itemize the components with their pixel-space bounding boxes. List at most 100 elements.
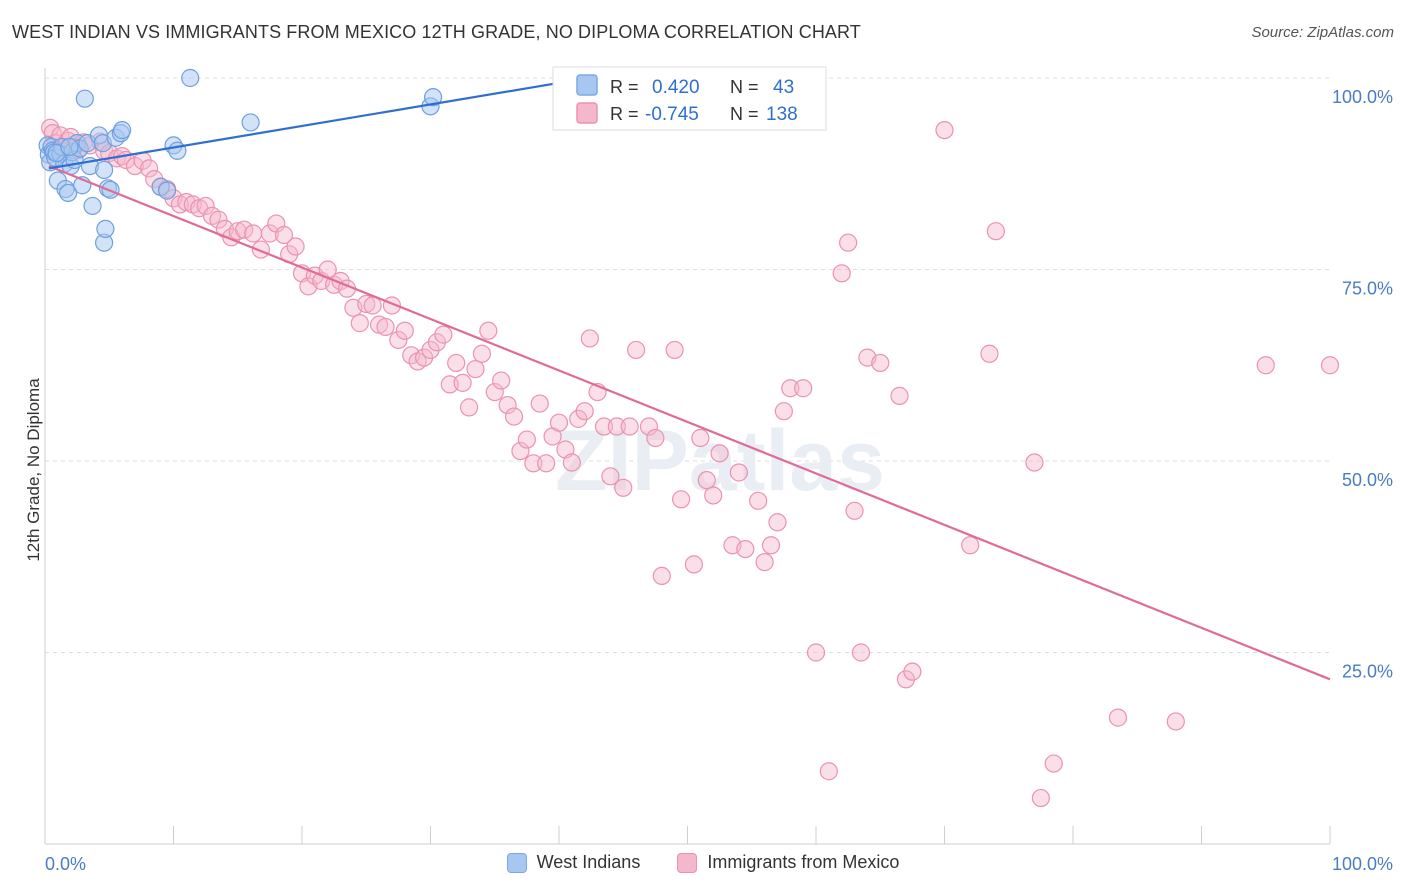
data-point-mexico	[376, 317, 395, 337]
data-point-mexico	[549, 413, 569, 432]
data-point-mexico	[768, 513, 787, 532]
data-point-mexico	[794, 379, 813, 398]
data-point-mexico	[1320, 356, 1340, 375]
legend-west-indians-n-value: 43	[773, 77, 794, 98]
data-point-mexico	[980, 344, 999, 363]
data-point-mexico	[1256, 356, 1275, 375]
data-point-mexico	[614, 478, 633, 497]
data-point-mexico	[594, 417, 614, 436]
data-point-mexico	[646, 428, 665, 448]
data-point-mexico	[986, 222, 1006, 241]
source-credit: Source: ZipAtlas.com	[1251, 24, 1394, 41]
data-point-mexico	[697, 471, 716, 490]
legend-top-box	[552, 66, 827, 131]
data-point-mexico	[832, 264, 851, 283]
tick-labels: 25.0% 50.0% 75.0% 100.0% 0.0% 100.0%	[45, 87, 1393, 874]
data-point-mexico	[774, 402, 793, 421]
data-point-mexico	[453, 373, 472, 392]
data-point-mexico	[761, 536, 781, 555]
data-point-mexico	[479, 321, 498, 340]
data-point-mexico	[684, 555, 704, 574]
x-tick-label: 100.0%	[1332, 854, 1393, 874]
data-point-mexico	[961, 536, 980, 555]
data-point-mexico	[530, 394, 549, 413]
data-point-mexico	[704, 486, 723, 505]
data-point-mexico	[395, 321, 414, 340]
data-point-mexico	[819, 762, 838, 781]
data-point-mexico	[1166, 712, 1185, 731]
data-point-mexico	[890, 386, 909, 405]
data-point-mexico	[389, 330, 408, 350]
data-point-mexico	[935, 120, 954, 140]
data-point-mexico	[139, 159, 159, 178]
data-point-west-indians	[60, 137, 79, 157]
data-point-mexico	[363, 296, 382, 315]
data-point-mexico	[235, 220, 254, 239]
legend-west-indians-r-value: 0.420	[652, 77, 700, 98]
data-point-mexico	[537, 454, 556, 473]
axes	[44, 68, 1331, 845]
data-point-mexico	[755, 553, 774, 572]
y-tick-label: 25.0%	[1342, 662, 1393, 682]
series-mexico-points	[41, 68, 1340, 808]
legend-mexico-swatch	[576, 102, 598, 124]
trend-lines	[48, 80, 1331, 681]
data-point-mexico	[710, 444, 729, 463]
data-point-mexico	[626, 340, 646, 360]
data-point-west-indians	[75, 89, 94, 108]
data-point-mexico	[607, 417, 626, 436]
data-point-mexico	[447, 353, 466, 373]
legend-mexico-r-value: -0.745	[645, 104, 699, 125]
data-point-mexico	[498, 395, 517, 415]
legend-swatch-mexico	[677, 852, 698, 873]
legend-item-west-indians: West Indians	[506, 852, 640, 873]
data-point-mexico	[1025, 453, 1044, 472]
data-point-mexico	[691, 428, 710, 448]
y-tick-label: 100.0%	[1332, 87, 1393, 107]
legend-item-mexico: Immigrants from Mexico	[677, 852, 899, 873]
legend-top: R = 0.420 N = 43 R = -0.745 N = 138	[552, 66, 827, 131]
data-point-mexico	[1044, 754, 1063, 773]
data-point-mexico	[350, 314, 369, 333]
data-point-mexico	[851, 643, 871, 662]
data-point-mexico	[517, 430, 536, 449]
data-point-mexico	[575, 402, 594, 421]
data-point-mexico	[260, 224, 279, 243]
data-point-mexico	[472, 344, 491, 363]
trend-line-west-indians	[48, 80, 566, 170]
data-point-mexico	[244, 224, 263, 243]
data-point-mexico	[459, 398, 479, 417]
trend-line-mexico	[48, 165, 1331, 681]
legend-mexico-n-value: 138	[766, 104, 798, 125]
data-point-west-indians	[59, 183, 78, 202]
data-point-west-indians	[83, 196, 102, 216]
data-point-mexico	[871, 353, 890, 373]
legend-bottom: West Indians Immigrants from Mexico	[0, 852, 1406, 878]
data-point-mexico	[580, 329, 599, 348]
data-point-mexico	[209, 210, 228, 229]
legend-mexico-r-label: R =	[610, 104, 639, 124]
data-point-west-indians	[181, 68, 200, 88]
data-point-mexico	[357, 294, 376, 314]
x-tick-label: 0.0%	[45, 854, 86, 874]
data-point-mexico	[652, 566, 671, 586]
data-point-mexico	[729, 463, 749, 482]
legend-west-indians-n-label: N =	[730, 77, 759, 97]
data-point-mexico	[504, 407, 524, 426]
data-point-mexico	[839, 233, 858, 252]
data-point-mexico	[485, 382, 504, 402]
data-point-mexico	[228, 222, 247, 241]
data-point-mexico	[601, 467, 620, 486]
data-point-mexico	[671, 490, 691, 509]
data-point-mexico	[620, 417, 639, 436]
data-point-west-indians	[157, 181, 177, 200]
data-point-mexico	[665, 340, 684, 360]
data-point-west-indians	[112, 120, 132, 140]
data-point-mexico	[562, 453, 581, 472]
data-point-mexico	[903, 662, 922, 681]
data-point-mexico	[466, 359, 485, 379]
chart-title: WEST INDIAN VS IMMIGRANTS FROM MEXICO 12…	[12, 22, 861, 42]
data-point-mexico	[1031, 788, 1050, 808]
data-point-west-indians	[95, 160, 114, 180]
